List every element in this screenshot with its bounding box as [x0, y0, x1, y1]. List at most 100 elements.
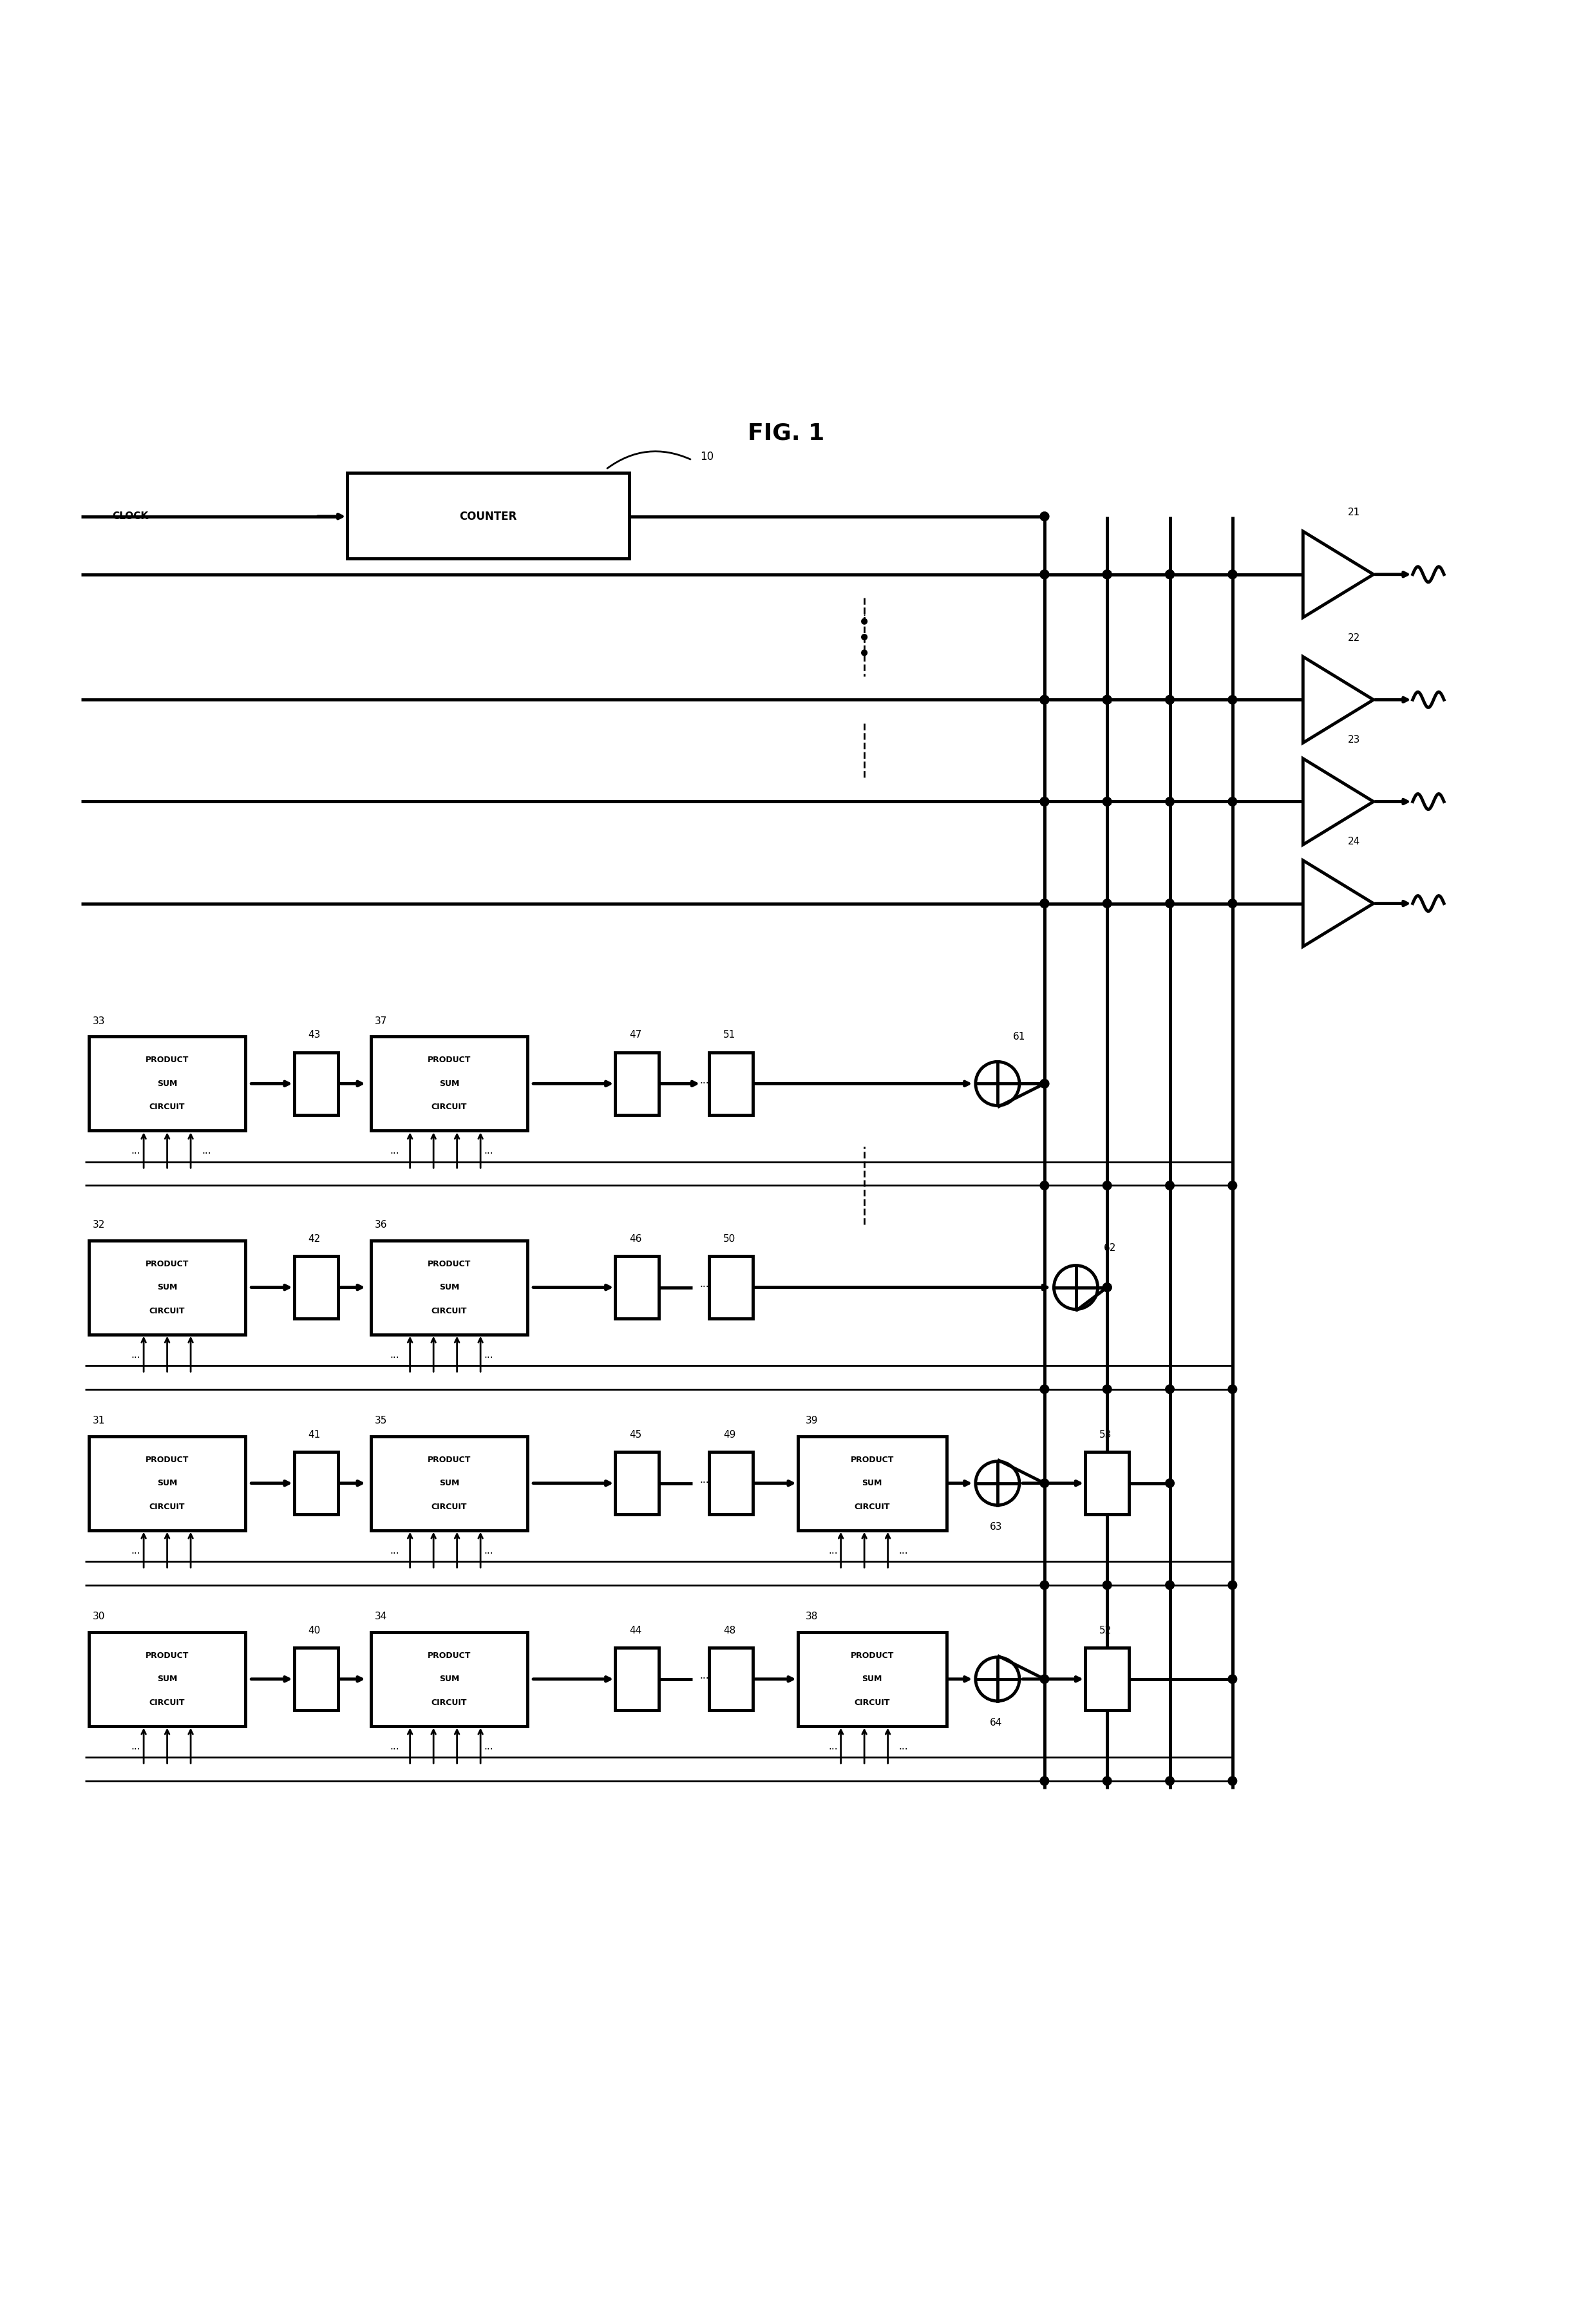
Text: PRODUCT: PRODUCT — [428, 1455, 472, 1464]
Text: ···: ··· — [899, 1745, 909, 1755]
Bar — [797, 1436, 946, 1529]
Text: ···: ··· — [130, 1353, 140, 1362]
Circle shape — [1041, 695, 1049, 704]
Circle shape — [1228, 1385, 1237, 1394]
Text: ···: ··· — [130, 1548, 140, 1559]
Bar — [90, 1631, 245, 1727]
Bar — [90, 1037, 245, 1132]
Circle shape — [1041, 1078, 1049, 1088]
Circle shape — [1041, 1676, 1049, 1683]
Circle shape — [1104, 1283, 1111, 1292]
Bar — [709, 1053, 753, 1116]
Bar — [347, 472, 629, 558]
Bar — [1085, 1648, 1129, 1710]
Bar — [615, 1053, 659, 1116]
Text: ···: ··· — [130, 1745, 140, 1755]
Circle shape — [861, 651, 868, 655]
Circle shape — [1041, 569, 1049, 579]
Text: CIRCUIT: CIRCUIT — [431, 1104, 467, 1111]
Text: SUM: SUM — [157, 1676, 178, 1683]
Circle shape — [1041, 1776, 1049, 1785]
Circle shape — [1104, 797, 1111, 806]
Text: 40: 40 — [308, 1627, 321, 1636]
Text: ···: ··· — [700, 1283, 709, 1292]
Bar — [90, 1436, 245, 1529]
Circle shape — [1165, 569, 1174, 579]
Bar — [294, 1648, 338, 1710]
Text: CIRCUIT: CIRCUIT — [854, 1699, 890, 1706]
Text: ···: ··· — [899, 1548, 909, 1559]
Circle shape — [1041, 1078, 1049, 1088]
Text: 23: 23 — [1347, 734, 1360, 744]
Text: SUM: SUM — [439, 1478, 459, 1487]
Text: PRODUCT: PRODUCT — [850, 1455, 894, 1464]
Text: FIG. 1: FIG. 1 — [748, 423, 824, 444]
Circle shape — [1041, 797, 1049, 806]
Text: ···: ··· — [201, 1150, 211, 1160]
Text: PRODUCT: PRODUCT — [850, 1652, 894, 1659]
Circle shape — [1041, 1385, 1049, 1394]
Text: 30: 30 — [93, 1611, 105, 1622]
Text: ···: ··· — [484, 1745, 494, 1755]
Text: ···: ··· — [390, 1745, 399, 1755]
Circle shape — [1165, 1478, 1174, 1487]
Text: SUM: SUM — [439, 1283, 459, 1292]
Circle shape — [1041, 695, 1049, 704]
Text: PRODUCT: PRODUCT — [146, 1652, 189, 1659]
Circle shape — [1228, 899, 1237, 909]
Circle shape — [1041, 899, 1049, 909]
Text: 35: 35 — [374, 1415, 387, 1425]
Circle shape — [1041, 1181, 1049, 1190]
Text: 50: 50 — [723, 1234, 736, 1243]
Circle shape — [1104, 695, 1111, 704]
Text: ···: ··· — [484, 1353, 494, 1362]
Text: 48: 48 — [723, 1627, 736, 1636]
Text: 21: 21 — [1347, 507, 1360, 518]
Text: PRODUCT: PRODUCT — [428, 1055, 472, 1064]
Text: 10: 10 — [700, 451, 714, 462]
Text: CIRCUIT: CIRCUIT — [149, 1504, 185, 1511]
Circle shape — [1104, 569, 1111, 579]
Bar — [615, 1648, 659, 1710]
Text: CIRCUIT: CIRCUIT — [854, 1504, 890, 1511]
Text: 51: 51 — [723, 1030, 736, 1039]
Bar — [371, 1631, 528, 1727]
Text: 62: 62 — [1104, 1243, 1116, 1253]
Circle shape — [1165, 1776, 1174, 1785]
Circle shape — [1165, 1181, 1174, 1190]
Circle shape — [1104, 899, 1111, 909]
Text: SUM: SUM — [861, 1478, 882, 1487]
Text: SUM: SUM — [439, 1676, 459, 1683]
Circle shape — [1228, 695, 1237, 704]
Circle shape — [1165, 1580, 1174, 1590]
Circle shape — [1104, 695, 1111, 704]
Text: ···: ··· — [700, 1478, 709, 1487]
Text: PRODUCT: PRODUCT — [428, 1260, 472, 1269]
Circle shape — [1228, 1181, 1237, 1190]
Text: 39: 39 — [805, 1415, 817, 1425]
Circle shape — [1041, 511, 1049, 521]
Text: CIRCUIT: CIRCUIT — [431, 1504, 467, 1511]
Text: ···: ··· — [828, 1745, 838, 1755]
Circle shape — [1041, 695, 1049, 704]
Text: ···: ··· — [390, 1548, 399, 1559]
Bar — [371, 1241, 528, 1334]
Circle shape — [1104, 1283, 1111, 1292]
Text: 44: 44 — [629, 1627, 641, 1636]
Text: SUM: SUM — [157, 1283, 178, 1292]
Circle shape — [1228, 569, 1237, 579]
Circle shape — [1104, 1776, 1111, 1785]
Text: PRODUCT: PRODUCT — [146, 1055, 189, 1064]
Text: 36: 36 — [374, 1220, 387, 1229]
Circle shape — [1165, 797, 1174, 806]
Text: ···: ··· — [679, 1078, 689, 1088]
Text: ···: ··· — [390, 1150, 399, 1160]
Text: ···: ··· — [700, 1673, 709, 1685]
Text: 47: 47 — [629, 1030, 641, 1039]
Bar — [709, 1648, 753, 1710]
Circle shape — [1165, 1385, 1174, 1394]
Circle shape — [1104, 1385, 1111, 1394]
Text: 63: 63 — [990, 1522, 1003, 1532]
Text: 38: 38 — [805, 1611, 817, 1622]
Text: 45: 45 — [629, 1429, 641, 1439]
